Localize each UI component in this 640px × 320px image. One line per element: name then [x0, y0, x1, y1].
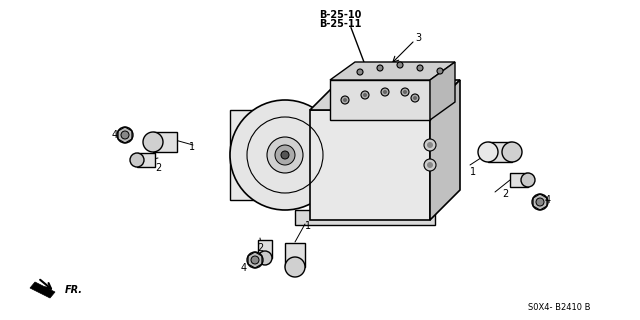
Text: 2: 2 [502, 189, 508, 199]
Circle shape [357, 69, 363, 75]
Circle shape [377, 65, 383, 71]
Circle shape [361, 91, 369, 99]
Circle shape [247, 252, 263, 268]
Circle shape [413, 96, 417, 100]
Circle shape [143, 132, 163, 152]
Text: B-25-11: B-25-11 [319, 19, 361, 29]
Polygon shape [30, 282, 55, 298]
Text: 2: 2 [257, 243, 263, 253]
Circle shape [397, 62, 403, 68]
Polygon shape [137, 153, 155, 167]
Polygon shape [153, 132, 177, 152]
Text: 4: 4 [545, 195, 551, 205]
Circle shape [381, 88, 389, 96]
Polygon shape [310, 110, 430, 220]
Circle shape [285, 257, 305, 277]
Circle shape [427, 162, 433, 168]
Polygon shape [285, 243, 305, 267]
Circle shape [502, 142, 522, 162]
Polygon shape [310, 80, 460, 110]
Circle shape [424, 139, 436, 151]
Polygon shape [230, 110, 310, 200]
Circle shape [478, 142, 498, 162]
Polygon shape [510, 173, 528, 187]
Text: 4: 4 [241, 263, 247, 273]
Circle shape [230, 100, 340, 210]
Circle shape [383, 90, 387, 94]
Polygon shape [430, 80, 460, 220]
Circle shape [267, 137, 303, 173]
Polygon shape [258, 240, 272, 258]
Text: FR.: FR. [65, 285, 83, 295]
Circle shape [258, 251, 272, 265]
Circle shape [401, 88, 409, 96]
Circle shape [536, 198, 544, 206]
Circle shape [363, 93, 367, 97]
Polygon shape [430, 62, 455, 120]
Text: 3: 3 [415, 33, 421, 43]
Text: B-25-10: B-25-10 [319, 10, 361, 20]
Text: S0X4- B2410 B: S0X4- B2410 B [527, 303, 590, 313]
Circle shape [343, 98, 347, 102]
Circle shape [411, 94, 419, 102]
Circle shape [437, 68, 443, 74]
Text: 1: 1 [470, 167, 476, 177]
Polygon shape [330, 62, 455, 80]
Circle shape [427, 142, 433, 148]
Circle shape [424, 159, 436, 171]
Circle shape [532, 194, 548, 210]
Circle shape [341, 96, 349, 104]
Circle shape [251, 256, 259, 264]
Polygon shape [295, 210, 435, 225]
Polygon shape [330, 80, 430, 120]
Text: 2: 2 [155, 163, 161, 173]
Circle shape [117, 127, 133, 143]
Text: 1: 1 [305, 221, 311, 231]
Polygon shape [488, 142, 512, 162]
Circle shape [275, 145, 295, 165]
Circle shape [281, 151, 289, 159]
Text: 1: 1 [189, 142, 195, 152]
Circle shape [417, 65, 423, 71]
Text: 4: 4 [112, 130, 118, 140]
Circle shape [521, 173, 535, 187]
Circle shape [121, 131, 129, 139]
Circle shape [403, 90, 407, 94]
Circle shape [130, 153, 144, 167]
